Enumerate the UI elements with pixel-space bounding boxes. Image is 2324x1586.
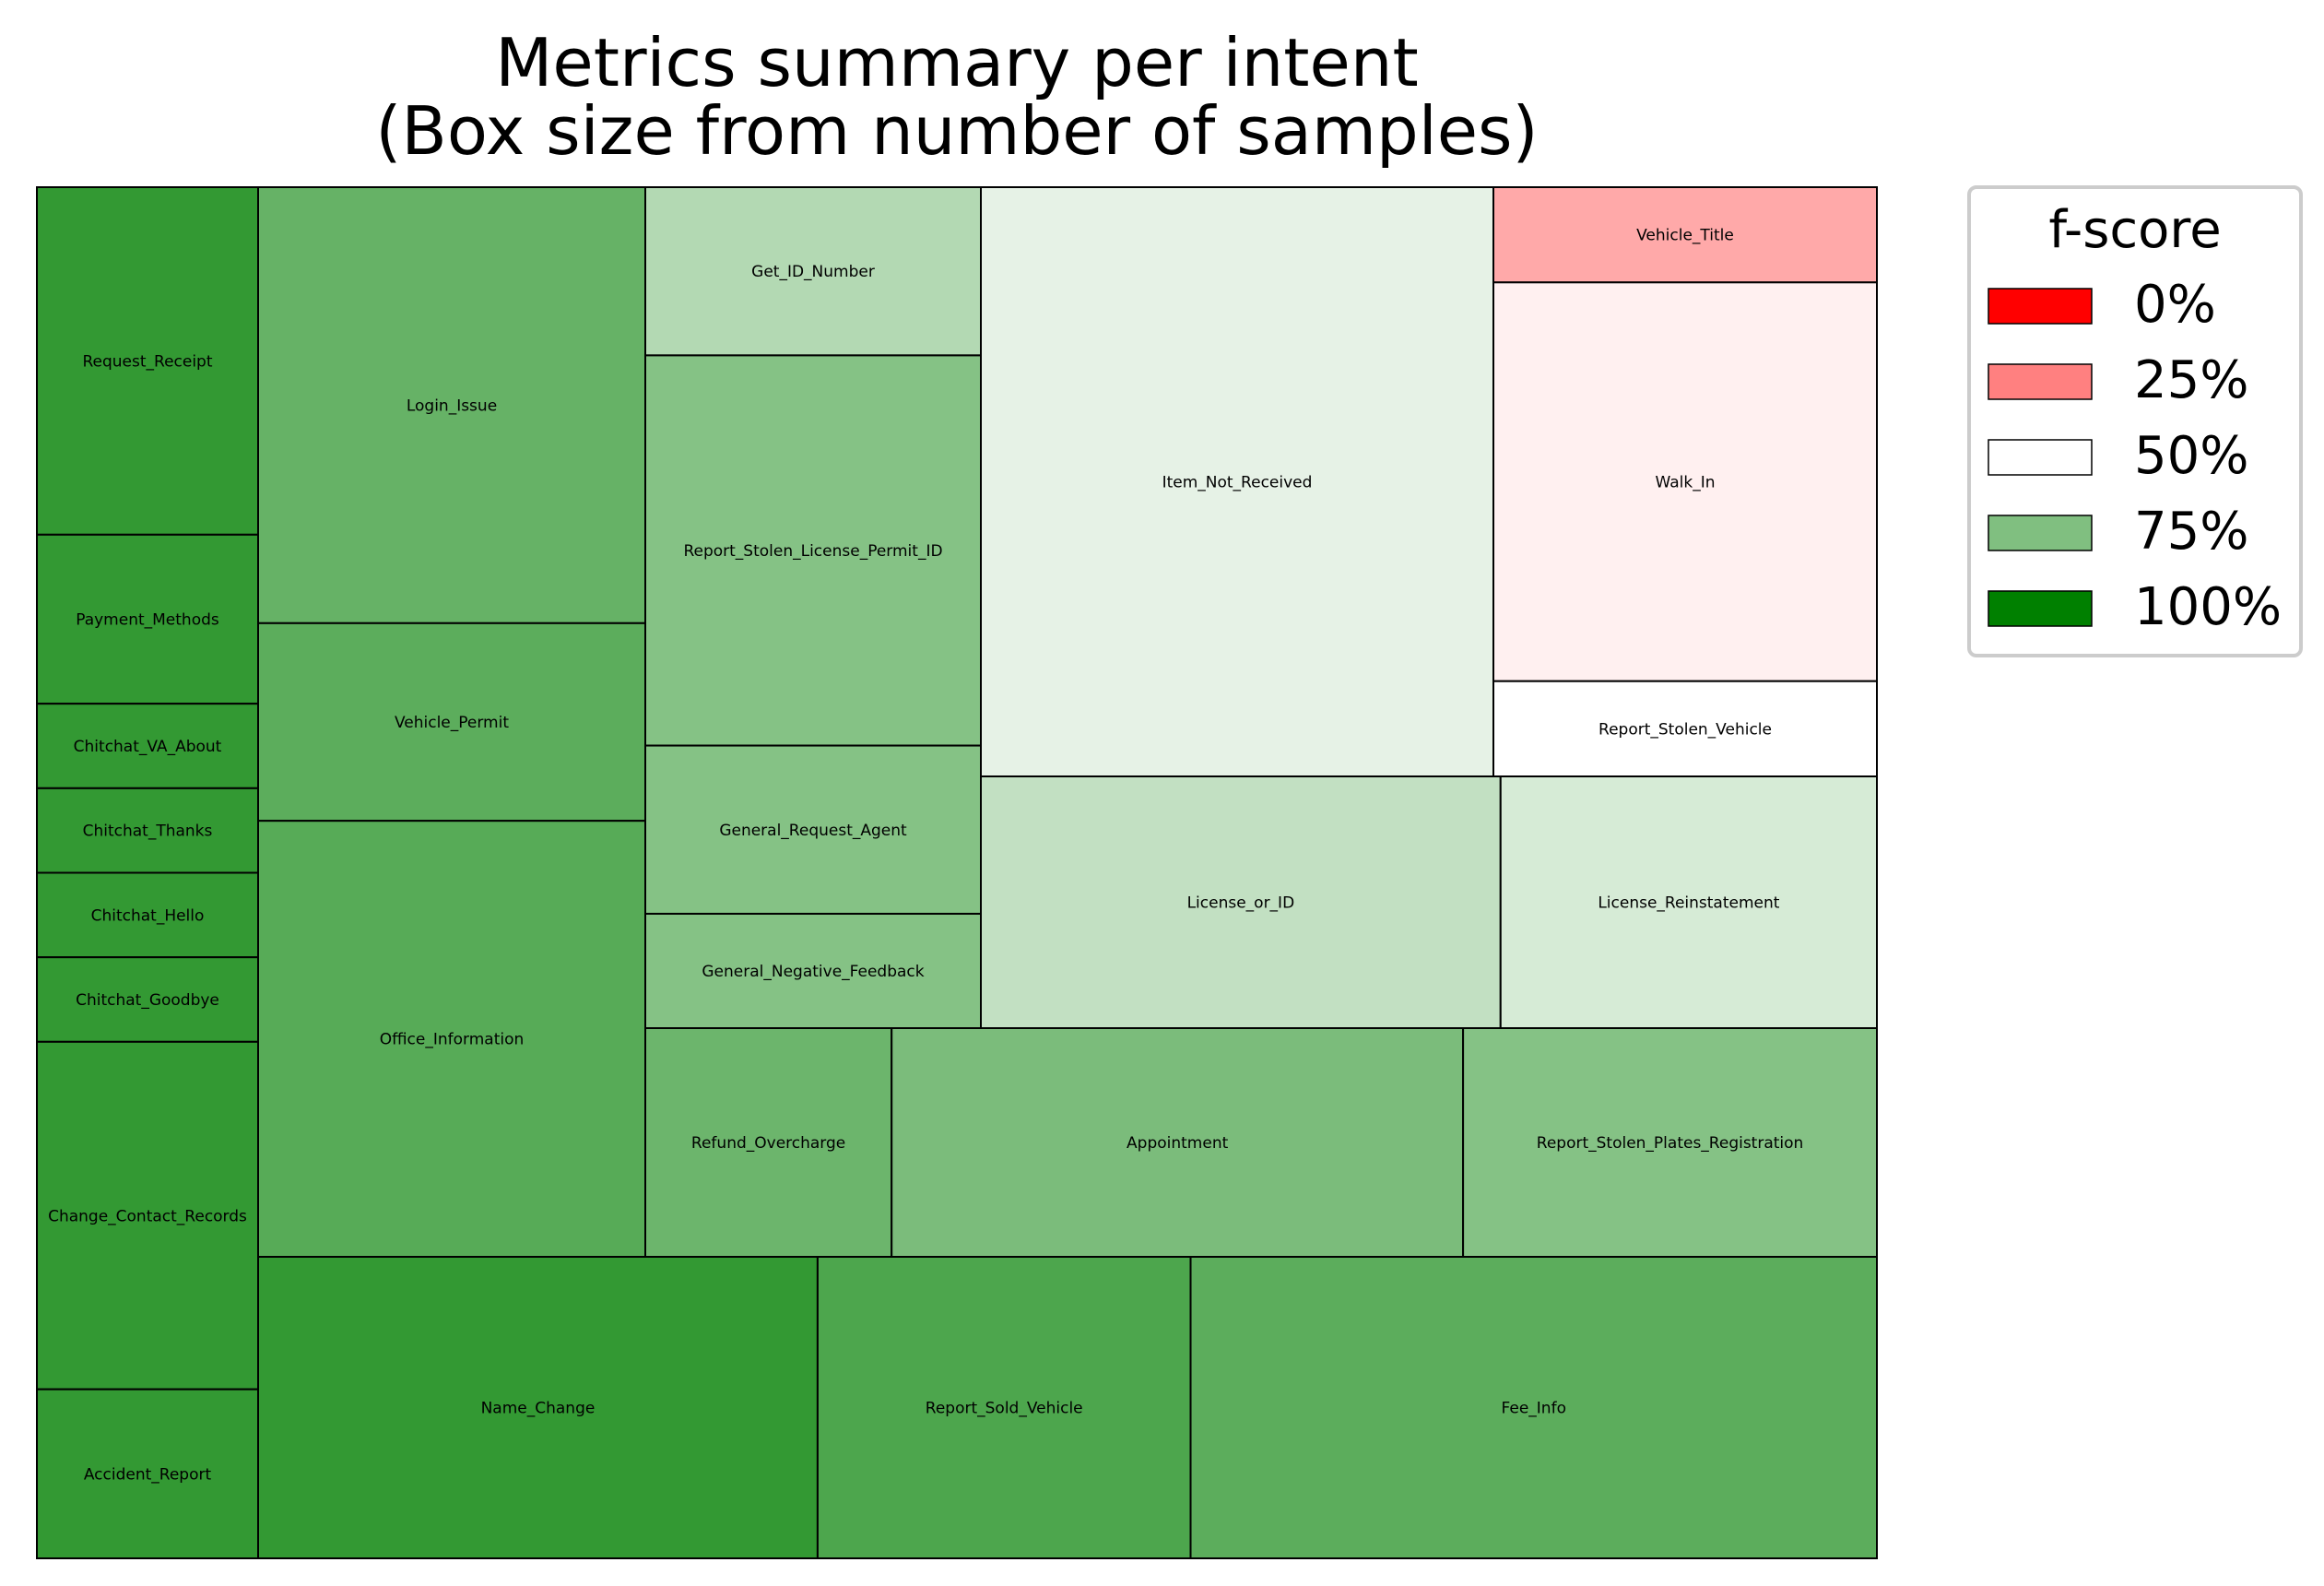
cell-label: Vehicle_Permit <box>395 714 509 732</box>
treemap-cells: Request_Receipt Payment_Methods Chitchat_V… <box>36 186 1878 1560</box>
legend-entries: 0% 25% 50% 75% 100% <box>1988 275 2282 637</box>
cell-label: Appointment <box>1127 1134 1229 1153</box>
legend-swatch <box>1988 363 2093 400</box>
cell-label: Report_Stolen_License_Permit_ID <box>683 542 942 561</box>
legend-swatch <box>1988 439 2093 476</box>
legend: f-score 0% 25% 50% 75% 100% <box>1967 185 2303 657</box>
cell-get-id-number <box>644 186 982 357</box>
legend-label: 50% <box>2134 426 2248 486</box>
legend-label: 75% <box>2134 502 2248 562</box>
legend-swatch <box>1988 515 2093 551</box>
cell-label: Accident_Report <box>84 1465 212 1484</box>
cell-chitchat-thanks <box>36 787 259 874</box>
cell-label: Vehicle_Title <box>1636 227 1734 245</box>
chart-title-line-1: Metrics summary per intent <box>495 24 1418 101</box>
cell-appointment <box>891 1027 1465 1258</box>
cell-label: Office_Information <box>380 1031 525 1049</box>
cell-chitchat-va-about <box>36 703 259 789</box>
cell-payment-methods <box>36 533 259 705</box>
cell-label: Get_ID_Number <box>751 263 875 281</box>
legend-swatch <box>1988 288 2093 325</box>
cell-label: Report_Sold_Vehicle <box>926 1400 1083 1418</box>
cell-chitchat-goodbye <box>36 956 259 1043</box>
cell-license-or-id <box>980 775 1502 1029</box>
cell-label: Walk_In <box>1656 474 1716 492</box>
cell-label: Chitchat_Hello <box>91 906 205 925</box>
cell-label: Login_Issue <box>407 396 497 415</box>
legend-label: 25% <box>2134 350 2248 410</box>
cell-general-request-agent <box>644 744 982 915</box>
cell-label: License_Reinstatement <box>1598 894 1779 913</box>
cell-label: License_or_ID <box>1187 894 1295 913</box>
cell-label: General_Negative_Feedback <box>702 963 924 981</box>
cell-request-receipt <box>36 186 259 536</box>
chart-title: Metrics summary per intent (Box size fro… <box>375 24 1538 170</box>
cell-fee-info <box>1189 1256 1878 1559</box>
legend-swatch <box>1988 590 2093 627</box>
cell-label: Refund_Overcharge <box>691 1134 845 1153</box>
cell-label: Report_Stolen_Vehicle <box>1598 720 1772 739</box>
legend-label: 100% <box>2134 577 2282 637</box>
cell-walk-in <box>1492 281 1878 682</box>
cell-vehicle-title <box>1492 186 1878 284</box>
cell-label: Item_Not_Received <box>1162 474 1313 492</box>
cell-label: Chitchat_Thanks <box>83 823 213 841</box>
cell-vehicle-permit <box>257 621 646 823</box>
cell-label: Payment_Methods <box>76 611 219 630</box>
cell-report-stolen-vehicle <box>1492 680 1878 778</box>
chart-title-line-2: (Box size from number of samples) <box>375 92 1538 170</box>
cell-label: General_Request_Agent <box>719 822 907 840</box>
cell-change-contact-records <box>36 1040 259 1391</box>
cell-label: Fee_Info <box>1502 1400 1566 1418</box>
cell-label: Report_Stolen_Plates_Registration <box>1537 1134 1804 1153</box>
cell-label: Name_Change <box>481 1400 596 1418</box>
cell-accident-report <box>36 1388 259 1560</box>
legend-title: f-score <box>2048 200 2221 260</box>
cell-report-sold-vehicle <box>816 1256 1192 1559</box>
cell-label: Change_Contact_Records <box>48 1207 247 1225</box>
cell-general-negative-feedback <box>644 912 982 1030</box>
cell-label: Chitchat_Goodbye <box>76 991 219 1010</box>
cell-item-not-received <box>980 186 1494 777</box>
cell-report-stolen-license-permit-id <box>644 354 982 747</box>
cell-report-stolen-plates-registration <box>1462 1027 1878 1258</box>
legend-label: 0% <box>2134 275 2216 335</box>
cell-refund-overcharge <box>644 1027 893 1258</box>
cell-name-change <box>257 1256 819 1559</box>
cell-label: Chitchat_VA_About <box>74 738 222 756</box>
cell-license-reinstatement <box>1499 775 1878 1029</box>
cell-label: Request_Receipt <box>82 352 212 371</box>
